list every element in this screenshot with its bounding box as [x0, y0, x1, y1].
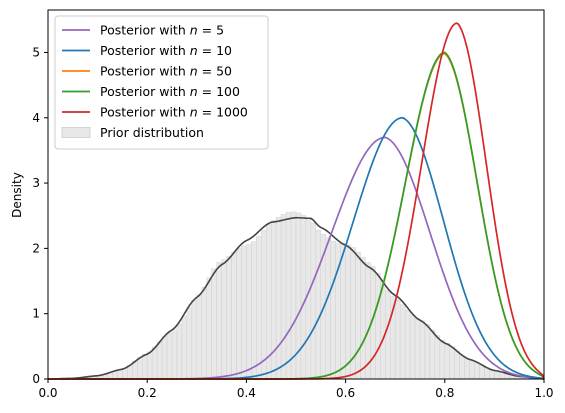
prior-bar	[146, 351, 153, 380]
x-tick-label: 0.0	[38, 386, 57, 400]
prior-bar	[226, 256, 232, 380]
prior-bar	[340, 244, 346, 380]
legend-label: Posterior with n = 5	[100, 23, 224, 38]
prior-bar	[345, 244, 351, 380]
prior-bar	[449, 346, 455, 380]
prior-bar	[330, 240, 336, 380]
y-tick-label: 1	[32, 307, 40, 321]
prior-bar	[484, 367, 490, 380]
prior-bar	[380, 281, 386, 380]
prior-bar	[206, 277, 212, 380]
prior-bar	[171, 329, 178, 380]
prior-bar	[270, 220, 277, 380]
prior-bar	[394, 299, 401, 380]
x-tick-label: 0.6	[336, 386, 355, 400]
prior-bar	[414, 318, 421, 380]
prior-bar	[419, 320, 426, 380]
prior-bar	[429, 329, 436, 380]
y-tick-label: 4	[32, 111, 40, 125]
prior-bar	[256, 236, 262, 380]
y-tick-label: 3	[32, 176, 40, 190]
prior-bar	[325, 237, 331, 380]
prior-bar	[404, 309, 411, 380]
prior-bar	[196, 294, 203, 380]
prior-bar	[275, 217, 282, 380]
prior-bar	[251, 241, 257, 380]
x-tick-label: 0.2	[138, 386, 157, 400]
prior-bar	[176, 323, 183, 380]
prior-bar	[285, 212, 292, 380]
prior-bar	[464, 358, 470, 380]
prior-bar	[439, 340, 446, 380]
prior-bar	[474, 362, 480, 380]
prior-bar	[166, 332, 173, 380]
legend: Posterior with n = 5 Posterior with n = 1…	[54, 15, 269, 150]
prior-bar	[231, 252, 237, 380]
prior-bar	[161, 336, 168, 380]
prior-bar	[181, 315, 188, 380]
prior-bar	[246, 244, 252, 380]
prior-bar	[444, 342, 451, 380]
prior-bar	[280, 214, 287, 380]
legend-prior-swatch	[61, 127, 91, 138]
prior-bar	[310, 222, 317, 380]
prior-bar	[186, 307, 193, 380]
x-axis: 0.0 0.2 0.4 0.6 0.8 1.0	[38, 379, 554, 400]
prior-bar	[375, 273, 381, 380]
prior-bar	[424, 324, 431, 380]
y-tick-label: 5	[32, 45, 40, 59]
y-axis-label: Density	[10, 172, 24, 218]
y-tick-label: 2	[32, 241, 40, 255]
prior-bar	[261, 230, 267, 380]
prior-bar	[151, 347, 158, 380]
x-tick-label: 1.0	[534, 386, 553, 400]
prior-bar	[241, 245, 247, 380]
prior-bar	[434, 335, 441, 380]
legend-label: Prior distribution	[100, 125, 204, 140]
prior-bar	[211, 268, 217, 380]
prior-bar	[236, 248, 242, 380]
prior-bar	[385, 290, 391, 380]
prior-bar	[117, 369, 123, 380]
prior-bar	[360, 257, 366, 380]
prior-bar	[469, 360, 475, 380]
prior-bar	[122, 367, 128, 380]
y-axis: 0 1 2 3 4 5	[32, 45, 48, 386]
x-tick-label: 0.8	[435, 386, 454, 400]
prior-bar	[409, 314, 416, 380]
legend-label: Posterior with n = 100	[100, 84, 240, 99]
x-tick-label: 0.4	[237, 386, 256, 400]
prior-bar	[489, 369, 495, 380]
legend-label: Posterior with n = 50	[100, 64, 232, 79]
prior-bar	[315, 230, 322, 380]
legend-label: Posterior with n = 1000	[100, 105, 248, 120]
prior-bar	[300, 215, 307, 380]
prior-bar	[399, 304, 406, 380]
prior-bar	[137, 356, 143, 380]
prior-histogram	[57, 211, 540, 380]
prior-bar	[216, 262, 222, 380]
prior-bar	[355, 251, 361, 380]
plot-frame	[47, 9, 545, 380]
y-tick-label: 0	[32, 372, 40, 386]
prior-bar	[156, 341, 163, 380]
prior-kde-line	[47, 216, 545, 380]
prior-bar	[454, 351, 460, 380]
prior-bar	[141, 353, 148, 380]
prior-bar	[221, 259, 227, 380]
prior-bar	[112, 370, 118, 380]
prior-bar	[479, 365, 485, 380]
legend-box	[54, 15, 269, 150]
prior-bar	[201, 286, 207, 380]
prior-bar	[191, 300, 198, 380]
prior-bar	[459, 355, 465, 380]
legend-label: Posterior with n = 10	[100, 43, 232, 58]
